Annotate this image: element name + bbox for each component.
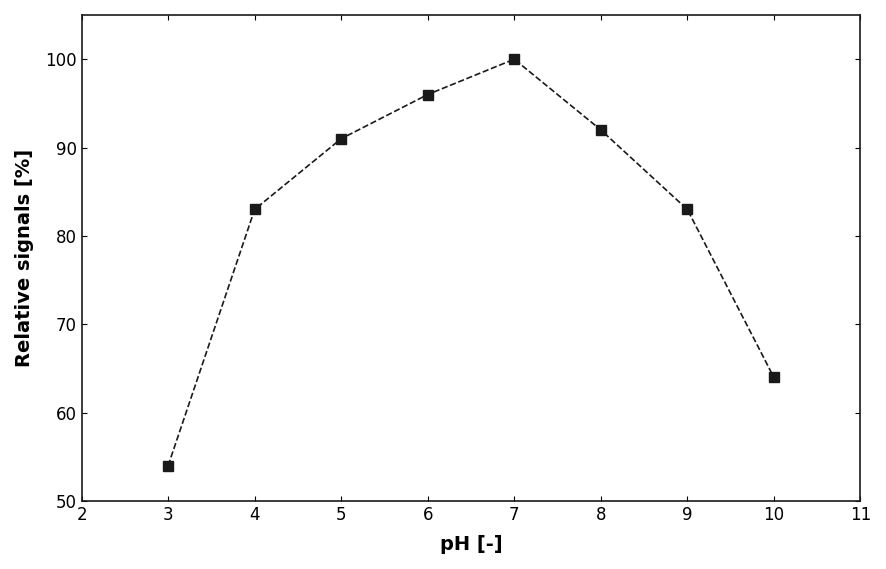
X-axis label: pH [-]: pH [-] [439,535,502,554]
Y-axis label: Relative signals [%]: Relative signals [%] [15,149,34,367]
